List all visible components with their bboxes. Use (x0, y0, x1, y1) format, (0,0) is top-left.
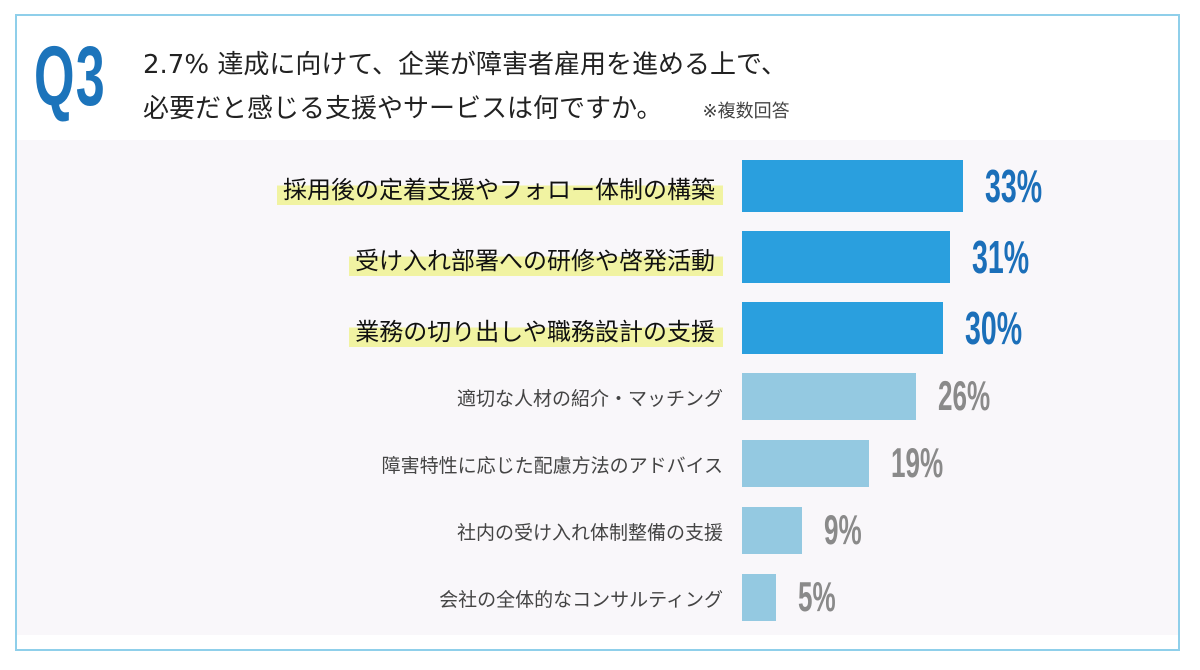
value-label: 31% (971, 231, 1029, 283)
category-label: 会社の全体的なコンサルティング (439, 588, 723, 611)
chart-background (17, 140, 1178, 635)
bar (742, 507, 803, 554)
value-label: 26% (938, 371, 991, 419)
bar (742, 373, 917, 420)
bar (742, 231, 950, 283)
value-label: 5% (797, 572, 836, 620)
question-title-line2: 必要だと感じる支援やサービスは何ですか。 ※複数回答 (143, 88, 790, 125)
category-label: 採用後の定着支援やフォロー体制の構築 (277, 170, 723, 205)
bar (742, 574, 776, 621)
bar (742, 440, 870, 487)
value-label: 30% (965, 302, 1023, 354)
category-label: 社内の受け入れ体制整備の支援 (456, 521, 723, 544)
category-label: 受け入れ部署への研修や啓発活動 (349, 241, 723, 276)
value-label: 33% (985, 160, 1043, 212)
bar (742, 160, 964, 212)
multiple-answer-note: ※複数回答 (702, 101, 790, 122)
question-title-line2-text: 必要だと感じる支援やサービスは何ですか。 (143, 94, 663, 124)
question-title-line1: 2.7% 達成に向けて、企業が障害者雇用を進める上で、 (143, 50, 787, 80)
category-label: 適切な人材の紹介・マッチング (456, 387, 723, 410)
category-label: 障害特性に応じた配慮方法のアドバイス (381, 454, 723, 477)
value-label: 9% (824, 505, 862, 553)
category-label: 業務の切り出しや職務設計の支援 (349, 312, 723, 347)
question-badge: Q3 (34, 29, 106, 123)
value-label: 19% (891, 438, 944, 486)
bar (742, 302, 943, 354)
